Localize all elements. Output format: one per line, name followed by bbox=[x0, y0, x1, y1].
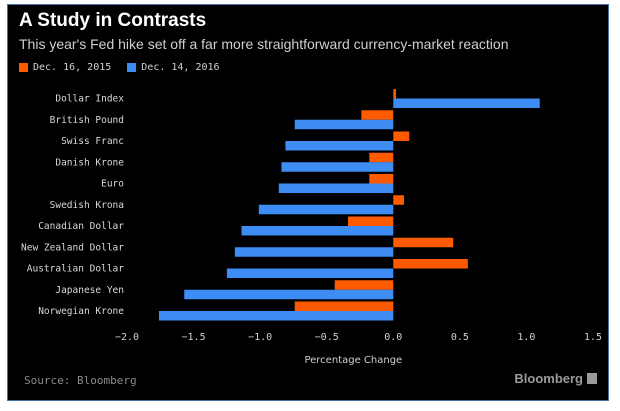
bar-norwegian-krone-2015 bbox=[294, 301, 394, 311]
category-label-australian-dollar: Australian Dollar bbox=[27, 264, 125, 275]
bar-dollar-index-2015 bbox=[393, 89, 396, 99]
category-label-japanese-yen: Japanese Yen bbox=[55, 285, 124, 296]
bar-swiss-franc-2015 bbox=[393, 131, 410, 141]
brand-logo: Bloomberg bbox=[514, 371, 597, 386]
bar-swedish-krona-2015 bbox=[393, 195, 404, 205]
category-label-swedish-krona: Swedish Krona bbox=[50, 200, 124, 211]
chart-frame: A Study in Contrasts This year's Fed hik… bbox=[7, 4, 609, 401]
x-tick-label: 0.0 bbox=[384, 332, 402, 343]
source-note: Source: Bloomberg bbox=[24, 374, 137, 387]
bar-british-pound-2015 bbox=[361, 110, 394, 120]
bar-danish-krone-2016 bbox=[281, 162, 394, 172]
x-tick-label: −0.5 bbox=[315, 332, 339, 343]
legend-item-2015: Dec. 16, 2015 bbox=[19, 62, 111, 73]
legend-label-2016: Dec. 14, 2016 bbox=[141, 61, 220, 73]
x-tick-label: −1.0 bbox=[248, 332, 272, 343]
bar-new-zealand-dollar-2016 bbox=[234, 247, 394, 257]
bar-danish-krone-2015 bbox=[369, 152, 394, 163]
x-tick-label: −2.0 bbox=[115, 332, 139, 343]
bar-swedish-krona-2016 bbox=[258, 204, 394, 215]
chart-title: A Study in Contrasts bbox=[19, 10, 207, 31]
bar-canadian-dollar-2015 bbox=[348, 216, 394, 226]
x-axis-title: Percentage Change bbox=[304, 355, 402, 366]
bar-japanese-yen-2016 bbox=[184, 289, 394, 300]
legend: Dec. 16, 2015 Dec. 14, 2016 bbox=[19, 59, 236, 75]
bar-swiss-franc-2016 bbox=[285, 141, 394, 151]
bar-new-zealand-dollar-2015 bbox=[393, 237, 454, 248]
bar-british-pound-2016 bbox=[294, 119, 394, 130]
legend-label-2015: Dec. 16, 2015 bbox=[33, 61, 112, 73]
brand-name: Bloomberg bbox=[514, 371, 583, 386]
category-label-danish-krone: Danish Krone bbox=[55, 157, 124, 168]
x-tick-label: −1.5 bbox=[182, 332, 206, 343]
bar-australian-dollar-2016 bbox=[226, 268, 394, 278]
bar-dollar-index-2016 bbox=[393, 98, 540, 108]
legend-item-2016: Dec. 14, 2016 bbox=[127, 61, 220, 73]
chart-subtitle: This year's Fed hike set off a far more … bbox=[19, 36, 509, 52]
category-label-swiss-franc: Swiss Franc bbox=[61, 136, 124, 147]
bloomberg-mark-icon bbox=[587, 373, 597, 384]
category-label-british-pound: British Pound bbox=[50, 115, 124, 126]
bar-euro-2015 bbox=[369, 174, 394, 184]
category-label-dollar-index: Dollar Index bbox=[55, 94, 124, 105]
category-label-canadian-dollar: Canadian Dollar bbox=[38, 221, 124, 232]
category-label-euro: Euro bbox=[101, 179, 124, 190]
legend-swatch-2016 bbox=[127, 62, 137, 72]
x-tick-label: 0.5 bbox=[451, 332, 469, 343]
bar-norwegian-krone-2016 bbox=[158, 311, 394, 321]
x-tick-label: 1.0 bbox=[517, 332, 535, 343]
bar-japanese-yen-2015 bbox=[334, 280, 394, 290]
bar-australian-dollar-2015 bbox=[393, 259, 468, 269]
bar-chart: Dollar Index British Pound Swiss Franc Dani… bbox=[21, 89, 602, 366]
bar-canadian-dollar-2016 bbox=[241, 226, 394, 236]
legend-swatch-2015 bbox=[19, 62, 28, 72]
x-tick-label: 1.5 bbox=[584, 332, 602, 343]
category-label-new-zealand-dollar: New Zealand Dollar bbox=[21, 242, 124, 253]
category-label-norwegian-krone: Norwegian Krone bbox=[38, 306, 124, 317]
bar-euro-2016 bbox=[278, 183, 394, 193]
